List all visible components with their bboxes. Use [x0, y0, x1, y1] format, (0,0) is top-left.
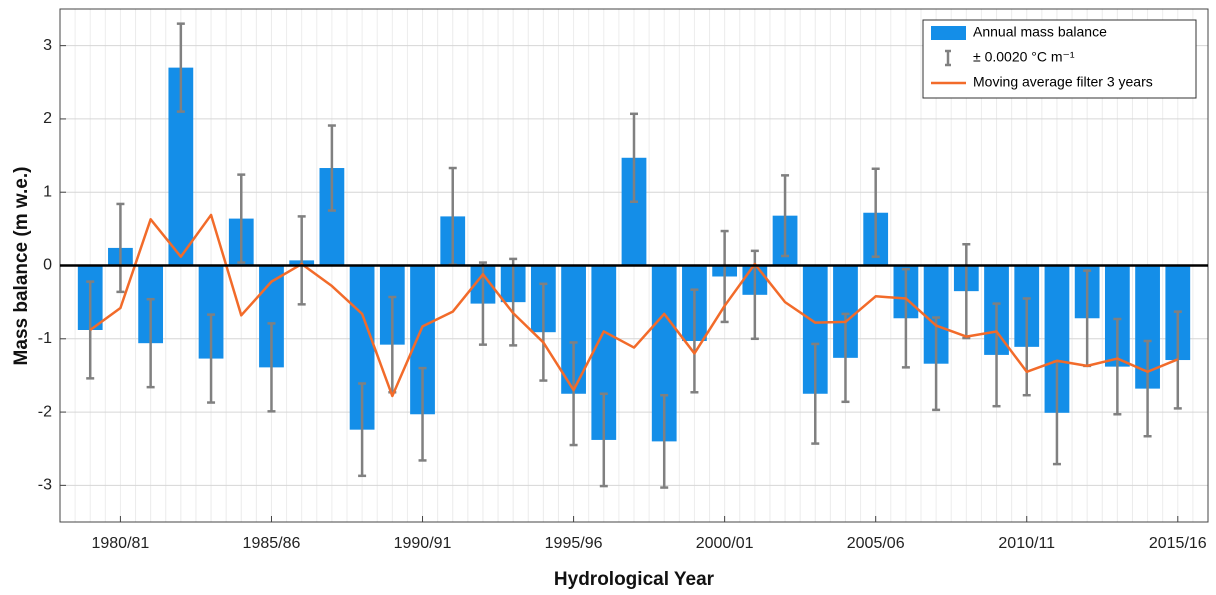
- y-tick-label: -3: [38, 477, 52, 494]
- error-bar: [690, 288, 699, 394]
- error-bar: [237, 173, 246, 264]
- x-tick-label: 2010/11: [998, 535, 1055, 552]
- error-bar: [841, 312, 850, 404]
- legend-swatch: [931, 26, 966, 40]
- error-bar: [630, 112, 638, 203]
- legend-swatch: [945, 49, 951, 67]
- error-bar: [176, 22, 185, 113]
- x-tick-label: 1995/96: [545, 535, 603, 552]
- error-bar: [327, 124, 336, 212]
- y-tick-label: -1: [38, 330, 52, 347]
- error-bar: [1022, 297, 1031, 397]
- legend-label: Moving average filter 3 years: [973, 74, 1153, 90]
- error-bar: [599, 392, 608, 488]
- x-tick-label: 1985/86: [243, 535, 301, 552]
- error-bar: [297, 215, 306, 306]
- y-tick-label: 1: [43, 183, 52, 200]
- x-tick-label: 2000/01: [696, 535, 754, 552]
- error-bar: [901, 267, 910, 369]
- error-bar: [932, 316, 941, 412]
- error-bar: [539, 282, 548, 382]
- legend-box: [922, 19, 1197, 99]
- error-bar: [146, 297, 155, 389]
- error-bar: [811, 342, 820, 445]
- y-tick-label: -2: [38, 403, 52, 420]
- error-bar: [358, 382, 367, 478]
- error-bar: [418, 366, 427, 462]
- x-tick-label: 1980/81: [91, 535, 149, 552]
- error-bar: [267, 322, 276, 413]
- error-bar: [569, 341, 578, 447]
- x-tick-label: 2015/16: [1149, 535, 1207, 552]
- error-bar: [509, 257, 518, 347]
- legend: Annual mass balance ± 0.0020 °C m⁻¹ Moving…: [922, 19, 1197, 99]
- x-axis-title: Hydrological Year: [554, 569, 715, 590]
- error-bar: [116, 202, 125, 294]
- legend-label: Annual mass balance: [973, 24, 1107, 40]
- legend-label: ± 0.0020 °C m⁻¹: [973, 49, 1075, 65]
- error-bar: [1143, 339, 1152, 438]
- marks: [77, 22, 1191, 489]
- y-axis-title: Mass balance (m w.e.): [11, 167, 32, 366]
- moving-average-line: [89, 213, 1179, 398]
- error-bar: [992, 302, 1001, 408]
- error-bar: [207, 313, 216, 404]
- y-tick-label: 2: [43, 110, 52, 127]
- y-tick-label: 3: [43, 37, 52, 54]
- error-bar: [1113, 317, 1122, 416]
- x-tick-label: 1990/91: [394, 535, 452, 552]
- error-bar: [781, 174, 790, 258]
- error-bar: [660, 393, 669, 489]
- error-bar: [871, 167, 880, 258]
- y-tick-label: 0: [43, 257, 52, 274]
- error-bar: [962, 242, 971, 340]
- x-tick-label: 2005/06: [847, 535, 905, 552]
